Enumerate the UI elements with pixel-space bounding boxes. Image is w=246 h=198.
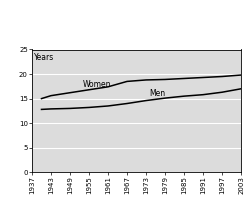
Text: Years: Years — [33, 53, 54, 62]
Text: H. Life expectancy of average 65-year-old
men and women: H. Life expectancy of average 65-year-ol… — [8, 11, 238, 33]
Text: Men: Men — [149, 89, 165, 98]
Text: Women: Women — [83, 80, 111, 89]
